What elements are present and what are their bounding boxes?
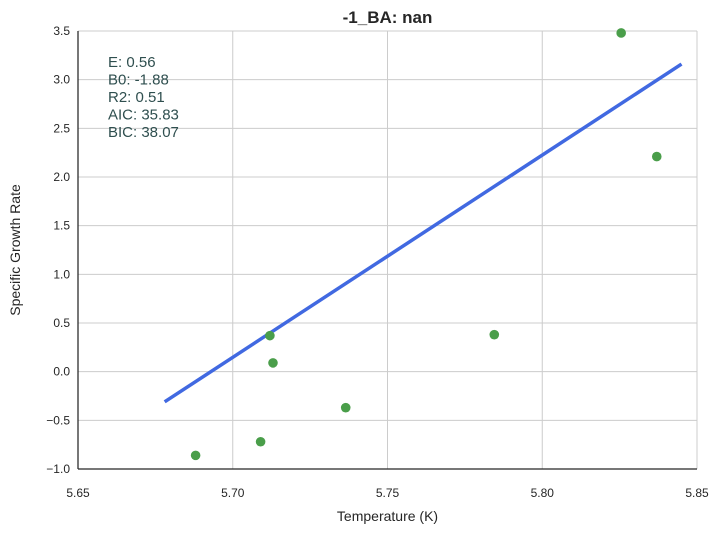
x-tick-label: 5.70 bbox=[221, 486, 245, 500]
grid bbox=[78, 30, 698, 469]
data-point bbox=[489, 329, 500, 340]
chart-title: -1_BA: nan bbox=[343, 8, 433, 27]
x-axis-label: Temperature (K) bbox=[337, 508, 438, 524]
y-tick-label: 2.0 bbox=[53, 170, 70, 184]
stat-line: B0: -1.88 bbox=[108, 72, 169, 89]
data-point bbox=[651, 151, 662, 162]
data-point bbox=[190, 450, 201, 461]
y-tick-label: −0.5 bbox=[46, 413, 70, 427]
x-tick-label: 5.80 bbox=[531, 486, 555, 500]
data-point bbox=[340, 402, 351, 413]
y-tick-label: 3.0 bbox=[53, 73, 70, 87]
x-tick-label: 5.85 bbox=[685, 486, 709, 500]
stat-line: R2: 0.51 bbox=[108, 89, 165, 106]
series bbox=[163, 28, 683, 461]
stat-line: AIC: 35.83 bbox=[108, 107, 179, 124]
y-axis-label: Specific Growth Rate bbox=[7, 184, 23, 316]
fit-line bbox=[163, 62, 683, 404]
axes bbox=[77, 31, 697, 470]
y-tick-label: −1.0 bbox=[46, 462, 70, 476]
data-point bbox=[616, 28, 626, 38]
y-tick-label: 1.0 bbox=[53, 267, 70, 281]
y-ticks: −1.0 −0.5 0.0 0.5 1.0 1.5 2.0 2.5 3.0 3.5 bbox=[46, 24, 70, 476]
stat-line: BIC: 38.07 bbox=[108, 124, 179, 141]
y-tick-label: 1.5 bbox=[53, 219, 70, 233]
y-tick-label: 0.0 bbox=[53, 365, 70, 379]
x-tick-label: 5.65 bbox=[66, 486, 90, 500]
x-ticks: 5.65 5.70 5.75 5.80 5.85 bbox=[66, 486, 709, 500]
y-tick-label: 0.5 bbox=[53, 316, 70, 330]
stat-line: E: 0.56 bbox=[108, 54, 156, 71]
y-tick-label: 3.5 bbox=[53, 24, 70, 38]
x-tick-label: 5.75 bbox=[376, 486, 400, 500]
data-point bbox=[268, 358, 278, 368]
data-point bbox=[265, 330, 275, 341]
y-tick-label: 2.5 bbox=[53, 121, 70, 135]
data-point bbox=[255, 436, 266, 447]
